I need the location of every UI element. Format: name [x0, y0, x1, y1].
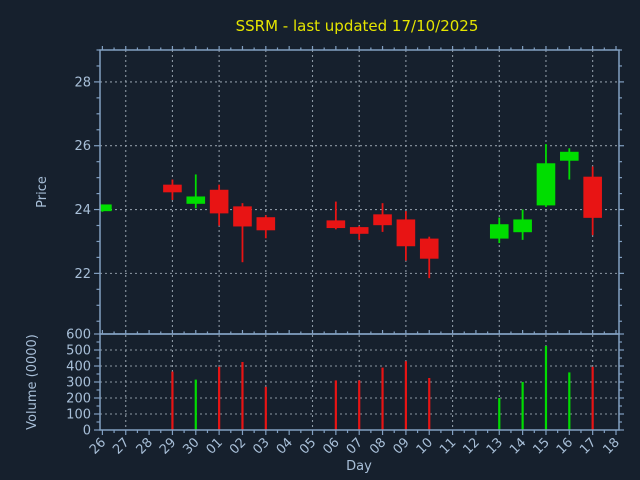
- volume-axis-label: Volume (0000): [25, 334, 40, 430]
- x-tick-label: 05: [297, 435, 319, 457]
- candle-06: [326, 201, 346, 230]
- x-tick-label: 27: [110, 435, 132, 457]
- x-tick-label: 04: [274, 435, 296, 457]
- candle-13: [489, 217, 509, 244]
- chart-title: SSRM - last updated 17/10/2025: [236, 17, 479, 35]
- volume-tick-label: 400: [66, 360, 91, 375]
- candle-body: [233, 206, 252, 227]
- x-tick-label: 26: [87, 435, 109, 457]
- candle-body: [186, 196, 206, 204]
- candle-body: [349, 227, 369, 234]
- candle-15: [536, 144, 556, 207]
- price-tick-label: 22: [74, 267, 91, 282]
- x-tick-label: 09: [390, 435, 412, 457]
- candle-03: [256, 215, 276, 239]
- x-tick-label: 15: [530, 435, 552, 457]
- plot-area: [100, 50, 619, 430]
- candle-08: [373, 203, 392, 232]
- x-tick-label: 01: [204, 435, 226, 457]
- candlesticks: [100, 144, 602, 279]
- volume-tick-label: 200: [66, 392, 91, 407]
- candle-10: [419, 236, 439, 279]
- candle-body: [489, 224, 509, 239]
- x-tick-label: 13: [484, 435, 506, 457]
- candle-02: [233, 203, 252, 263]
- candle-body: [513, 219, 532, 233]
- candle-09: [396, 211, 416, 261]
- x-tick-label: 16: [554, 435, 576, 457]
- candle-26: [100, 204, 112, 212]
- candle-body: [583, 176, 602, 218]
- volume-tick-label: 300: [66, 376, 91, 391]
- volume-bars: [171, 346, 594, 430]
- gridlines: [100, 50, 619, 430]
- price-axis-label: Price: [35, 176, 50, 208]
- candle-17: [583, 166, 602, 236]
- price-tick-label: 24: [74, 203, 91, 218]
- candle-body: [396, 219, 416, 247]
- candle-07: [349, 226, 369, 240]
- candle-body: [163, 184, 182, 193]
- candle-body: [419, 238, 439, 259]
- candle-14: [513, 209, 532, 240]
- candle-29: [163, 179, 182, 200]
- x-tick-label: 11: [437, 435, 459, 457]
- x-tick-label: 02: [227, 435, 249, 457]
- x-tick-label: 18: [601, 435, 623, 457]
- candle-body: [256, 217, 276, 231]
- price-tick-label: 26: [74, 139, 91, 154]
- day-axis-label: Day: [346, 459, 372, 474]
- x-tick-label: 07: [344, 435, 366, 457]
- x-tick-label: 17: [577, 435, 599, 457]
- x-tick-label: 03: [250, 435, 272, 457]
- candle-01: [209, 184, 229, 226]
- candle-body: [326, 220, 346, 229]
- candle-body: [373, 214, 392, 226]
- x-tick-label: 28: [134, 435, 156, 457]
- candle-body: [536, 163, 556, 206]
- x-tick-label: 10: [414, 435, 436, 457]
- candle-body: [209, 189, 229, 214]
- x-tick-label: 14: [507, 435, 529, 457]
- x-tick-label: 08: [367, 435, 389, 457]
- candle-16: [560, 148, 579, 180]
- candle-body: [560, 151, 579, 161]
- x-tick-label: 06: [320, 435, 342, 457]
- x-tick-label: 12: [460, 435, 482, 457]
- x-tick-label: 29: [157, 435, 179, 457]
- candle-body: [100, 204, 112, 212]
- price-tick-label: 28: [74, 75, 91, 90]
- x-tick-label: 30: [180, 435, 202, 457]
- volume-tick-label: 600: [66, 328, 91, 343]
- volume-tick-label: 0: [83, 424, 91, 439]
- tick-marks: [94, 46, 624, 435]
- volume-tick-label: 100: [66, 408, 91, 423]
- candle-30: [186, 174, 206, 209]
- volume-tick-label: 500: [66, 344, 91, 359]
